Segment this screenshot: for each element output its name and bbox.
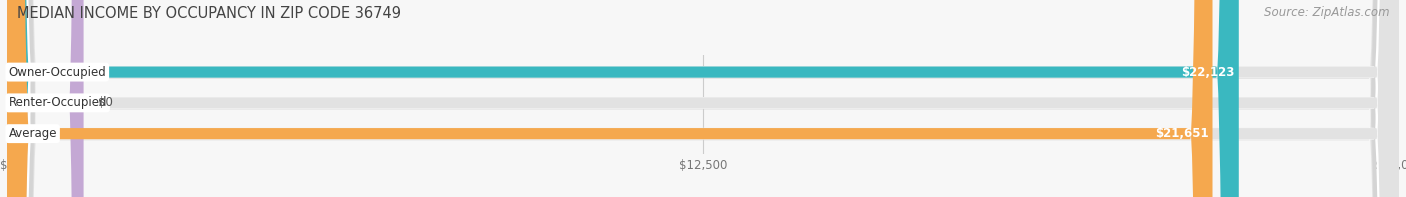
FancyBboxPatch shape: [7, 0, 1399, 197]
Text: $0: $0: [97, 96, 112, 109]
FancyBboxPatch shape: [7, 0, 1399, 197]
Text: Source: ZipAtlas.com: Source: ZipAtlas.com: [1264, 6, 1389, 19]
Text: $22,123: $22,123: [1181, 66, 1234, 79]
Text: MEDIAN INCOME BY OCCUPANCY IN ZIP CODE 36749: MEDIAN INCOME BY OCCUPANCY IN ZIP CODE 3…: [17, 6, 401, 21]
FancyBboxPatch shape: [7, 0, 1239, 197]
Text: Owner-Occupied: Owner-Occupied: [8, 66, 107, 79]
FancyBboxPatch shape: [13, 0, 1393, 197]
FancyBboxPatch shape: [7, 0, 83, 197]
Text: Average: Average: [8, 127, 56, 140]
FancyBboxPatch shape: [7, 0, 1399, 197]
FancyBboxPatch shape: [7, 0, 1399, 197]
FancyBboxPatch shape: [13, 0, 1393, 197]
FancyBboxPatch shape: [7, 0, 1399, 197]
FancyBboxPatch shape: [13, 0, 1393, 197]
Text: Renter-Occupied: Renter-Occupied: [8, 96, 107, 109]
FancyBboxPatch shape: [7, 0, 1399, 197]
FancyBboxPatch shape: [7, 0, 1212, 197]
Text: $21,651: $21,651: [1154, 127, 1208, 140]
